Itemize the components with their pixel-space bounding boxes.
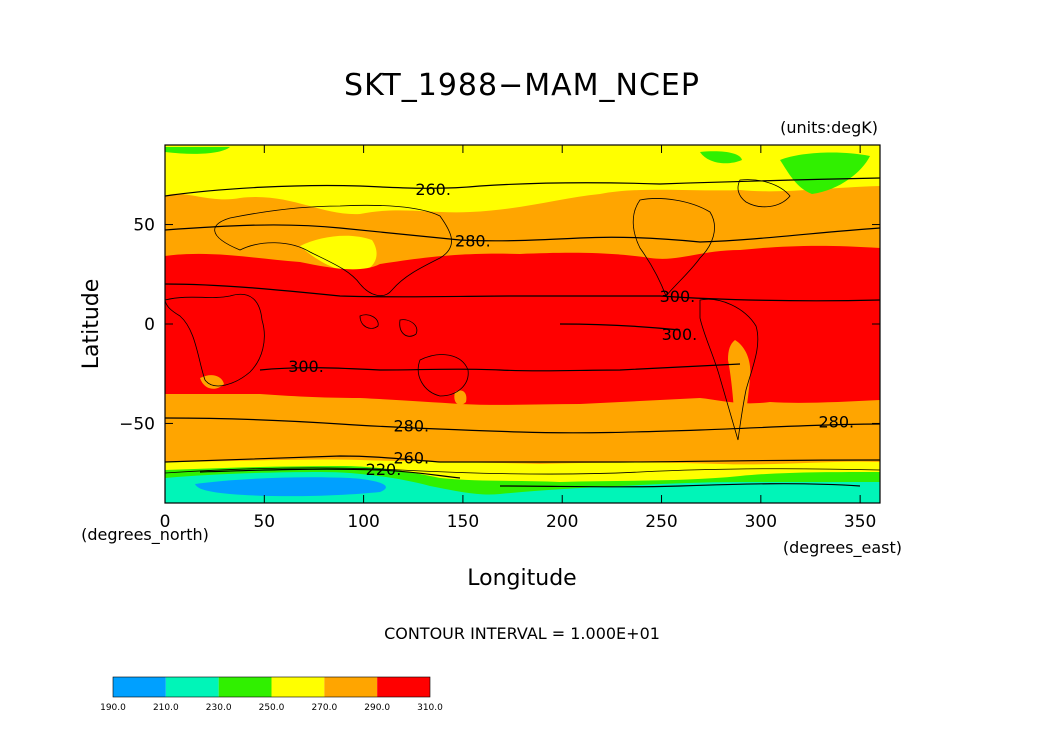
x-axis-ticks: 0 50 100 150 200 250 300 350 <box>160 145 876 532</box>
colorbar-swatch <box>165 677 219 697</box>
x-tick-label: 300 <box>745 512 777 532</box>
contour-label: 260. <box>415 180 451 199</box>
colorbar-tick-label: 250.0 <box>259 703 285 713</box>
colorbar-swatch <box>377 677 430 697</box>
colorbar-tick-label: 190.0 <box>100 703 126 713</box>
contour-label: 300. <box>288 357 324 376</box>
colorbar-tick-label: 310.0 <box>417 703 443 713</box>
x-tick-label: 200 <box>546 512 578 532</box>
y-tick-label: −50 <box>119 414 155 434</box>
band-yellow-north <box>165 145 880 215</box>
x-tick-label: 150 <box>447 512 479 532</box>
x-axis-label: Longitude <box>467 566 576 591</box>
band-red-tropics <box>165 245 880 405</box>
nz-orange <box>454 390 467 405</box>
y-axis-unit: (degrees_north) <box>81 525 209 545</box>
colorbar-tick-label: 210.0 <box>153 703 179 713</box>
colorbar-tick-label: 230.0 <box>206 703 232 713</box>
arctic-green-west <box>165 147 230 154</box>
contour-label: 280. <box>455 231 491 250</box>
y-tick-label: 50 <box>133 216 155 236</box>
africa-orange <box>200 375 224 389</box>
colorbar-swatch <box>271 677 325 697</box>
x-tick-label: 0 <box>160 512 171 532</box>
contour-interval-label: CONTOUR INTERVAL = 1.000E+01 <box>384 624 660 643</box>
contour-label: 280. <box>818 412 854 431</box>
contour-labels: 260.280.300.300.300.280. 280.260.220. <box>288 180 854 479</box>
colorbar-tick-label: 290.0 <box>364 703 390 713</box>
contour-label: 260. <box>393 448 429 467</box>
contour-label: 280. <box>393 416 429 435</box>
y-tick-label: 0 <box>144 315 155 335</box>
antarctic-blue <box>195 477 386 497</box>
tibet-yellow <box>300 235 377 273</box>
colorbar-frame <box>112 676 431 698</box>
contour-label: 300. <box>660 287 696 306</box>
map-title: SKT_1988−MAM_NCEP <box>344 68 700 103</box>
x-tick-label: 350 <box>844 512 876 532</box>
plot-area <box>165 145 880 503</box>
x-tick-label: 250 <box>645 512 677 532</box>
contour-label: 220. <box>366 460 402 479</box>
x-tick-label: 50 <box>253 512 275 532</box>
arctic-green <box>700 151 742 164</box>
contour-label: 300. <box>662 325 698 344</box>
colorbar: 190.0 210.0 230.0 250.0 270.0 290.0 310.0 <box>100 676 443 713</box>
units-label: (units:degK) <box>780 118 878 137</box>
colorbar-tick-label: 270.0 <box>311 703 337 713</box>
colorbar-swatch <box>324 677 378 697</box>
coastlines <box>165 179 880 475</box>
y-axis-label: Latitude <box>79 279 104 370</box>
x-tick-label: 100 <box>347 512 379 532</box>
y-axis-ticks: 50 0 −50 <box>119 216 880 434</box>
contour-lines <box>165 177 880 488</box>
greenland-green <box>780 152 870 194</box>
colorbar-swatch <box>218 677 272 697</box>
colorbar-swatch <box>113 677 166 697</box>
x-axis-unit: (degrees_east) <box>783 538 902 558</box>
